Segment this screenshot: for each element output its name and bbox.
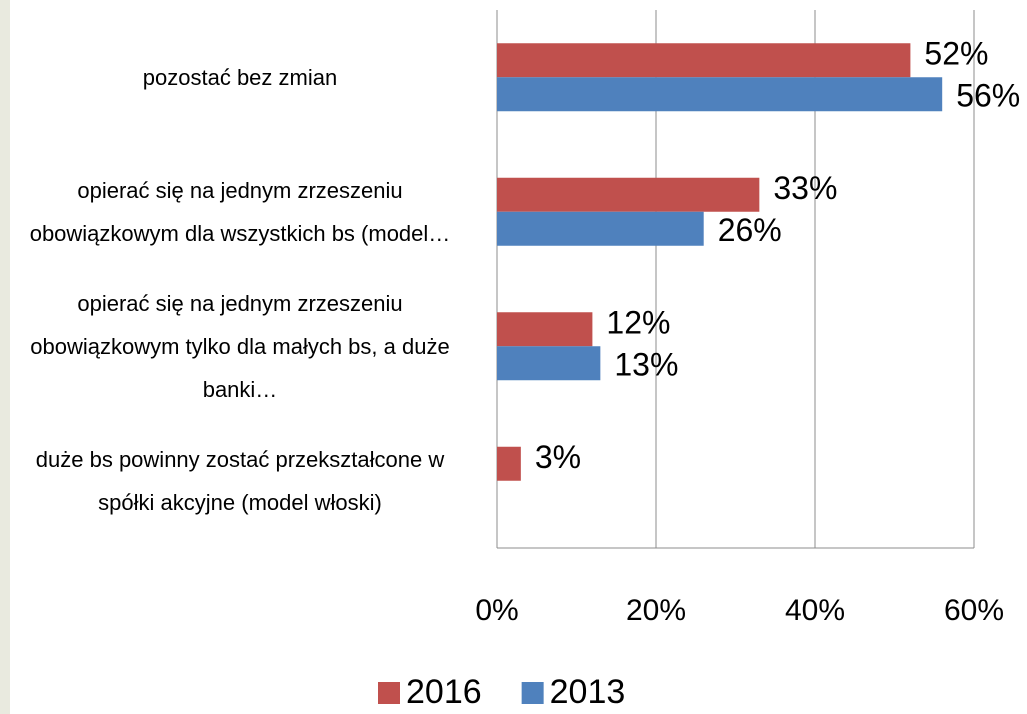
x-tick-label: 60% (944, 594, 1004, 627)
category-label: opierać się na jednym zrzeszeniu obowiąz… (30, 290, 450, 402)
bar (497, 43, 911, 78)
x-tick-label: 0% (475, 594, 518, 627)
value-label: 13% (614, 347, 678, 383)
value-label: 52% (924, 36, 988, 72)
value-label: 33% (773, 170, 837, 206)
legend-swatch (378, 682, 400, 704)
legend-label: 2016 (406, 673, 482, 711)
value-label: 26% (718, 212, 782, 248)
bar (497, 77, 943, 112)
bar (497, 312, 593, 347)
category-label: opierać się na jednym zrzeszeniu obowiąz… (29, 177, 451, 246)
bar (497, 446, 521, 481)
value-label: 56% (956, 78, 1020, 114)
bar (497, 177, 760, 212)
x-tick-label: 20% (626, 594, 686, 627)
bar (497, 211, 704, 246)
legend-swatch (521, 682, 544, 704)
legend-label: 2013 (550, 673, 626, 711)
value-label: 12% (606, 305, 670, 341)
category-label: pozostać bez zmian (142, 64, 338, 90)
x-tick-label: 40% (785, 594, 845, 627)
value-label: 3% (535, 439, 581, 475)
side-strip (0, 0, 10, 714)
bar (497, 346, 601, 381)
category-label: duże bs powinny zostać przekształcone w … (35, 446, 445, 515)
